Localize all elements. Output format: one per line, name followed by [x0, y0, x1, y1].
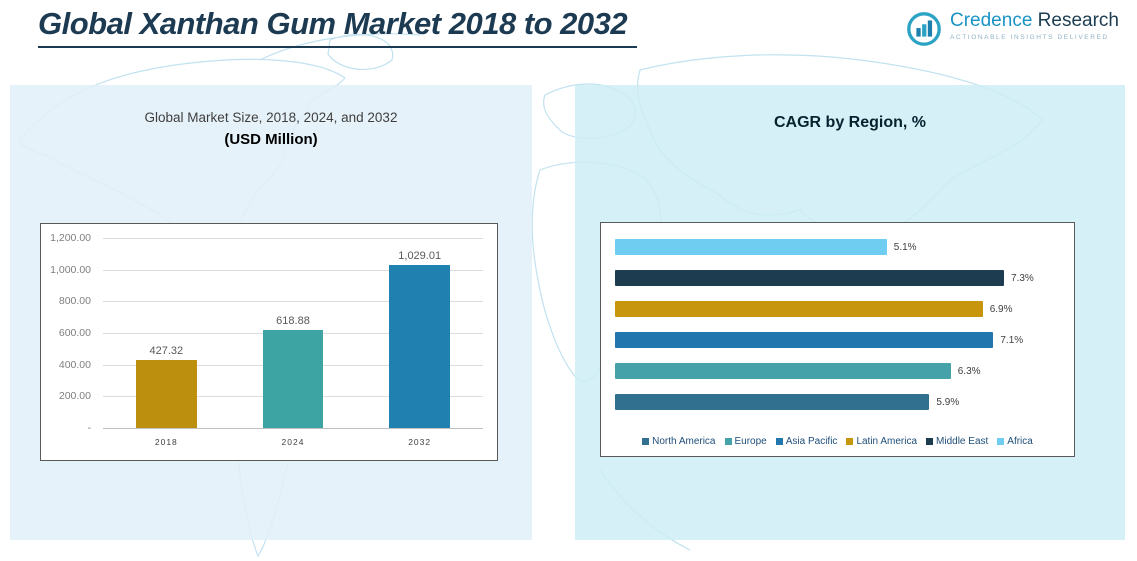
- legend-label: Europe: [734, 436, 767, 447]
- x-category-label: 2024: [281, 437, 305, 447]
- y-axis-labels: 1,200.00 1,000.00 800.00 600.00 400.00 200.00…: [47, 232, 95, 434]
- bar: [389, 265, 451, 428]
- hbar: [615, 270, 1005, 286]
- cagr-chart: 5.1% 7.3% 6.9% 7.1% 6.3% 5.9% North America Eu…: [600, 222, 1075, 457]
- gridline: [103, 238, 483, 239]
- brand-name: Credence Research: [950, 10, 1119, 32]
- y-tick-label: 400.00: [58, 358, 91, 371]
- hbar-row: 6.9%: [615, 301, 1060, 317]
- legend-label: North America: [652, 436, 716, 447]
- bar-group: 427.32 2018: [103, 238, 230, 447]
- hbar-row: 5.9%: [615, 394, 1060, 410]
- market-size-title: Global Market Size, 2018, 2024, and 2032: [144, 110, 398, 125]
- legend-label: Latin America: [856, 436, 918, 447]
- x-category-label: 2018: [154, 437, 178, 447]
- bar-value-label: 1,029.01: [398, 250, 442, 263]
- bar-group: 1,029.01 2032: [356, 238, 483, 447]
- cagr-title: CAGR by Region, %: [773, 114, 926, 131]
- hbar: [615, 394, 930, 410]
- bar-group: 618.88 2024: [230, 238, 357, 447]
- legend-item: North America: [642, 436, 716, 447]
- hbar-row: 7.1%: [615, 332, 1060, 348]
- legend-marker: [724, 438, 732, 445]
- legend-marker: [775, 438, 783, 445]
- y-tick-label: 1,200.00: [50, 232, 91, 244]
- legend-marker: [926, 438, 934, 445]
- hbar-value-label: 6.3%: [957, 365, 981, 377]
- brand-logo-icon: [907, 12, 941, 46]
- plot-area: 427.32 2018 618.88 2024 1,029.01 2032: [103, 238, 483, 447]
- market-size-subtitle: (USD Million): [224, 131, 318, 148]
- hbar: [615, 239, 887, 255]
- y-tick-label: 1,000.00: [50, 263, 91, 276]
- legend-label: Middle East: [936, 436, 989, 447]
- legend-item: Middle East: [926, 436, 988, 447]
- legend-marker: [997, 438, 1005, 445]
- brand-logo: Credence Research Actionable Insights De…: [905, 10, 1119, 48]
- market-size-chart: 1,200.00 1,000.00 800.00 600.00 400.00 200.00…: [40, 223, 498, 461]
- legend: North America Europe Asia Pacific Latin Ame…: [601, 436, 1074, 447]
- legend-item: Latin America: [846, 436, 917, 447]
- legend-marker: [846, 438, 854, 445]
- page-title: Global Xanthan Gum Market 2018 to 2032: [38, 6, 638, 48]
- hbar: [615, 363, 951, 379]
- bar: [262, 330, 324, 428]
- hbar-value-label: 5.9%: [936, 396, 960, 408]
- legend-item: Asia Pacific: [775, 436, 838, 447]
- y-tick-label: 200.00: [58, 390, 91, 403]
- brand-name-secondary: Research: [1032, 10, 1119, 31]
- legend-label: Asia Pacific: [785, 436, 838, 447]
- legend-item: Africa: [997, 436, 1033, 447]
- y-tick-label: 600.00: [58, 327, 91, 339]
- hbar: [615, 301, 983, 317]
- hbar-rows: 5.1% 7.3% 6.9% 7.1% 6.3% 5.9%: [615, 239, 1060, 410]
- bars: 427.32 2018 618.88 2024 1,029.01 2032: [103, 238, 483, 447]
- market-size-heading: Global Market Size, 2018, 2024, and 2032…: [10, 110, 532, 148]
- hbar-row: 6.3%: [615, 363, 1060, 379]
- hbar-row: 5.1%: [615, 239, 1060, 255]
- hbar-value-label: 7.3%: [1011, 272, 1034, 284]
- legend-label: Africa: [1007, 436, 1033, 447]
- hbar: [615, 332, 994, 348]
- hbar-row: 7.3%: [615, 270, 1060, 286]
- gridline: [103, 269, 483, 271]
- y-tick-label: 800.00: [58, 295, 91, 308]
- x-category-label: 2032: [408, 437, 432, 447]
- legend-item: Europe: [724, 436, 767, 447]
- hbar-value-label: 7.1%: [1000, 334, 1024, 346]
- brand-tagline: Actionable Insights Delivered: [950, 34, 1109, 41]
- hbar-value-label: 6.9%: [989, 303, 1013, 315]
- gridline: [103, 428, 483, 429]
- bar: [135, 360, 197, 428]
- gridline: [103, 301, 483, 303]
- brand-name-primary: Credence: [950, 10, 1033, 31]
- hbar-value-label: 5.1%: [893, 241, 917, 253]
- legend-marker: [642, 438, 650, 445]
- bar-value-label: 618.88: [276, 315, 310, 328]
- y-tick-label: -: [87, 422, 92, 434]
- bar-value-label: 427.32: [149, 345, 184, 358]
- brand-logo-text: Credence Research Actionable Insights De…: [950, 10, 1119, 41]
- cagr-heading: CAGR by Region, %: [575, 114, 1125, 132]
